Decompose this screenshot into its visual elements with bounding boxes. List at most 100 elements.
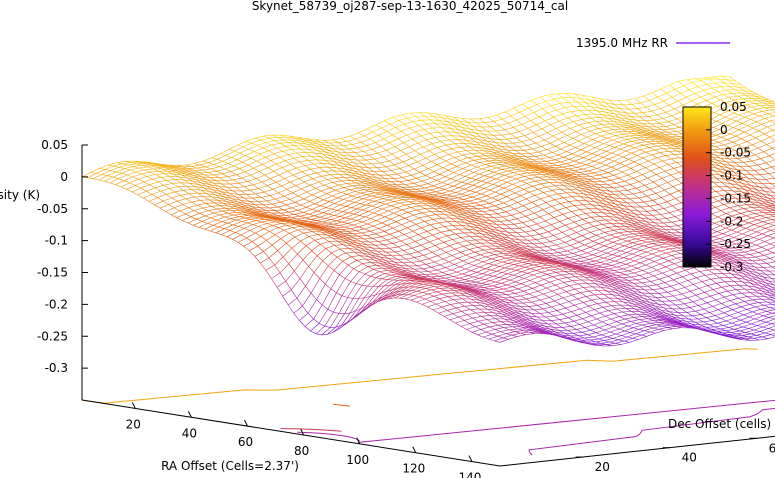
surface-mesh-segment — [502, 216, 509, 221]
surface-mesh-segment — [665, 266, 672, 271]
surface-mesh-segment — [394, 251, 401, 256]
surface-mesh-segment — [584, 180, 591, 185]
surface-mesh-segment — [258, 226, 265, 229]
surface-mesh-segment — [621, 335, 628, 338]
surface-mesh-segment — [609, 247, 616, 250]
surface-mesh-segment — [771, 183, 775, 188]
surface-mesh-segment — [219, 214, 226, 218]
surface-mesh-segment — [329, 142, 336, 147]
surface-mesh-segment — [619, 272, 626, 275]
surface-mesh-segment — [522, 103, 529, 109]
surface-mesh-segment — [461, 193, 467, 196]
surface-mesh-segment — [712, 306, 719, 310]
surface-mesh-segment — [196, 218, 203, 222]
surface-mesh-segment — [453, 276, 460, 279]
surface-mesh-segment — [624, 133, 630, 137]
surface-mesh-segment — [415, 116, 422, 121]
surface-mesh-segment — [235, 187, 242, 192]
surface-mesh-segment — [465, 268, 472, 271]
surface-mesh-segment — [438, 187, 445, 190]
surface-mesh-segment — [394, 164, 401, 169]
surface-mesh-segment — [750, 242, 757, 246]
surface-mesh-segment — [589, 145, 596, 148]
surface-mesh-segment — [322, 153, 329, 159]
surface-mesh-segment — [557, 210, 563, 215]
surface-mesh-segment — [405, 258, 412, 263]
surface-mesh-segment — [352, 144, 359, 149]
surface-mesh-segment — [606, 283, 613, 288]
surface-mesh-segment — [222, 210, 229, 214]
surface-mesh-segment — [486, 237, 493, 242]
surface-mesh-segment — [574, 192, 581, 197]
surface-mesh-segment — [464, 222, 471, 227]
surface-mesh-segment — [431, 289, 437, 292]
surface-mesh-segment — [410, 175, 417, 179]
legend-label: 1395.0 MHz RR — [576, 36, 668, 50]
surface-mesh-segment — [714, 262, 721, 267]
surface-mesh-segment — [655, 305, 661, 311]
surface-mesh-segment — [477, 198, 484, 202]
surface-mesh-segment — [647, 326, 654, 329]
surface-mesh-segment — [399, 181, 406, 185]
surface-mesh-segment — [274, 210, 281, 214]
surface-mesh-segment — [442, 167, 449, 171]
surface-mesh-segment — [386, 149, 393, 155]
surface-mesh-segment — [329, 201, 335, 204]
surface-mesh-segment — [503, 253, 509, 256]
surface-mesh-segment — [225, 201, 232, 205]
surface-mesh-segment — [428, 168, 435, 172]
surface-mesh-segment — [630, 276, 637, 281]
surface-mesh-segment — [619, 223, 626, 227]
surface-mesh-segment — [698, 305, 705, 310]
surface-mesh-segment — [421, 304, 428, 308]
surface-mesh-segment — [384, 231, 391, 235]
surface-mesh-segment — [576, 232, 583, 236]
surface-mesh-segment — [719, 238, 726, 241]
surface-mesh-segment — [328, 157, 335, 162]
surface-mesh-segment — [623, 294, 630, 299]
surface-mesh-segment — [632, 242, 639, 245]
surface-mesh-segment — [440, 141, 447, 146]
surface-mesh-segment — [409, 146, 415, 151]
surface-mesh-segment — [375, 124, 382, 129]
surface-mesh-segment — [373, 259, 380, 264]
surface-mesh-segment — [449, 229, 456, 235]
surface-mesh-segment — [546, 287, 553, 292]
surface-mesh-segment — [517, 288, 524, 292]
surface-mesh-segment — [574, 170, 580, 173]
surface-mesh-segment — [722, 244, 728, 247]
surface-mesh-segment — [556, 228, 563, 233]
surface-mesh-segment — [755, 306, 762, 310]
surface-mesh-segment — [641, 240, 647, 243]
surface-mesh-segment — [360, 247, 367, 252]
surface-mesh-segment — [552, 135, 559, 140]
surface-mesh-segment — [497, 213, 503, 218]
surface-mesh-segment — [400, 240, 407, 245]
surface-mesh-segment — [526, 285, 533, 289]
surface-mesh-segment — [634, 98, 641, 104]
surface-mesh-segment — [431, 161, 438, 165]
surface-mesh-segment — [326, 193, 333, 197]
surface-mesh-segment — [313, 163, 320, 168]
surface-mesh-segment — [463, 199, 470, 202]
surface-mesh-segment — [712, 197, 719, 202]
surface-mesh-segment — [160, 177, 167, 181]
surface-mesh-segment — [749, 316, 755, 320]
surface-mesh-segment — [310, 293, 317, 300]
surface-mesh-segment — [524, 266, 531, 269]
surface-mesh-segment — [99, 168, 105, 170]
surface-mesh-segment — [240, 200, 247, 204]
surface-mesh-segment — [566, 182, 573, 187]
surface-mesh-segment — [608, 207, 615, 212]
surface-mesh-segment — [488, 214, 495, 219]
surface-mesh-segment — [583, 157, 590, 160]
surface-mesh-segment — [671, 255, 678, 259]
surface-mesh-segment — [618, 339, 625, 342]
surface-mesh-segment — [493, 121, 500, 126]
surface-mesh-segment — [356, 283, 362, 286]
surface-mesh-segment — [383, 254, 389, 259]
surface-mesh-segment — [538, 176, 545, 181]
surface-mesh-segment — [382, 198, 389, 201]
surface-mesh-segment — [704, 275, 711, 280]
surface-mesh-segment — [626, 139, 633, 142]
